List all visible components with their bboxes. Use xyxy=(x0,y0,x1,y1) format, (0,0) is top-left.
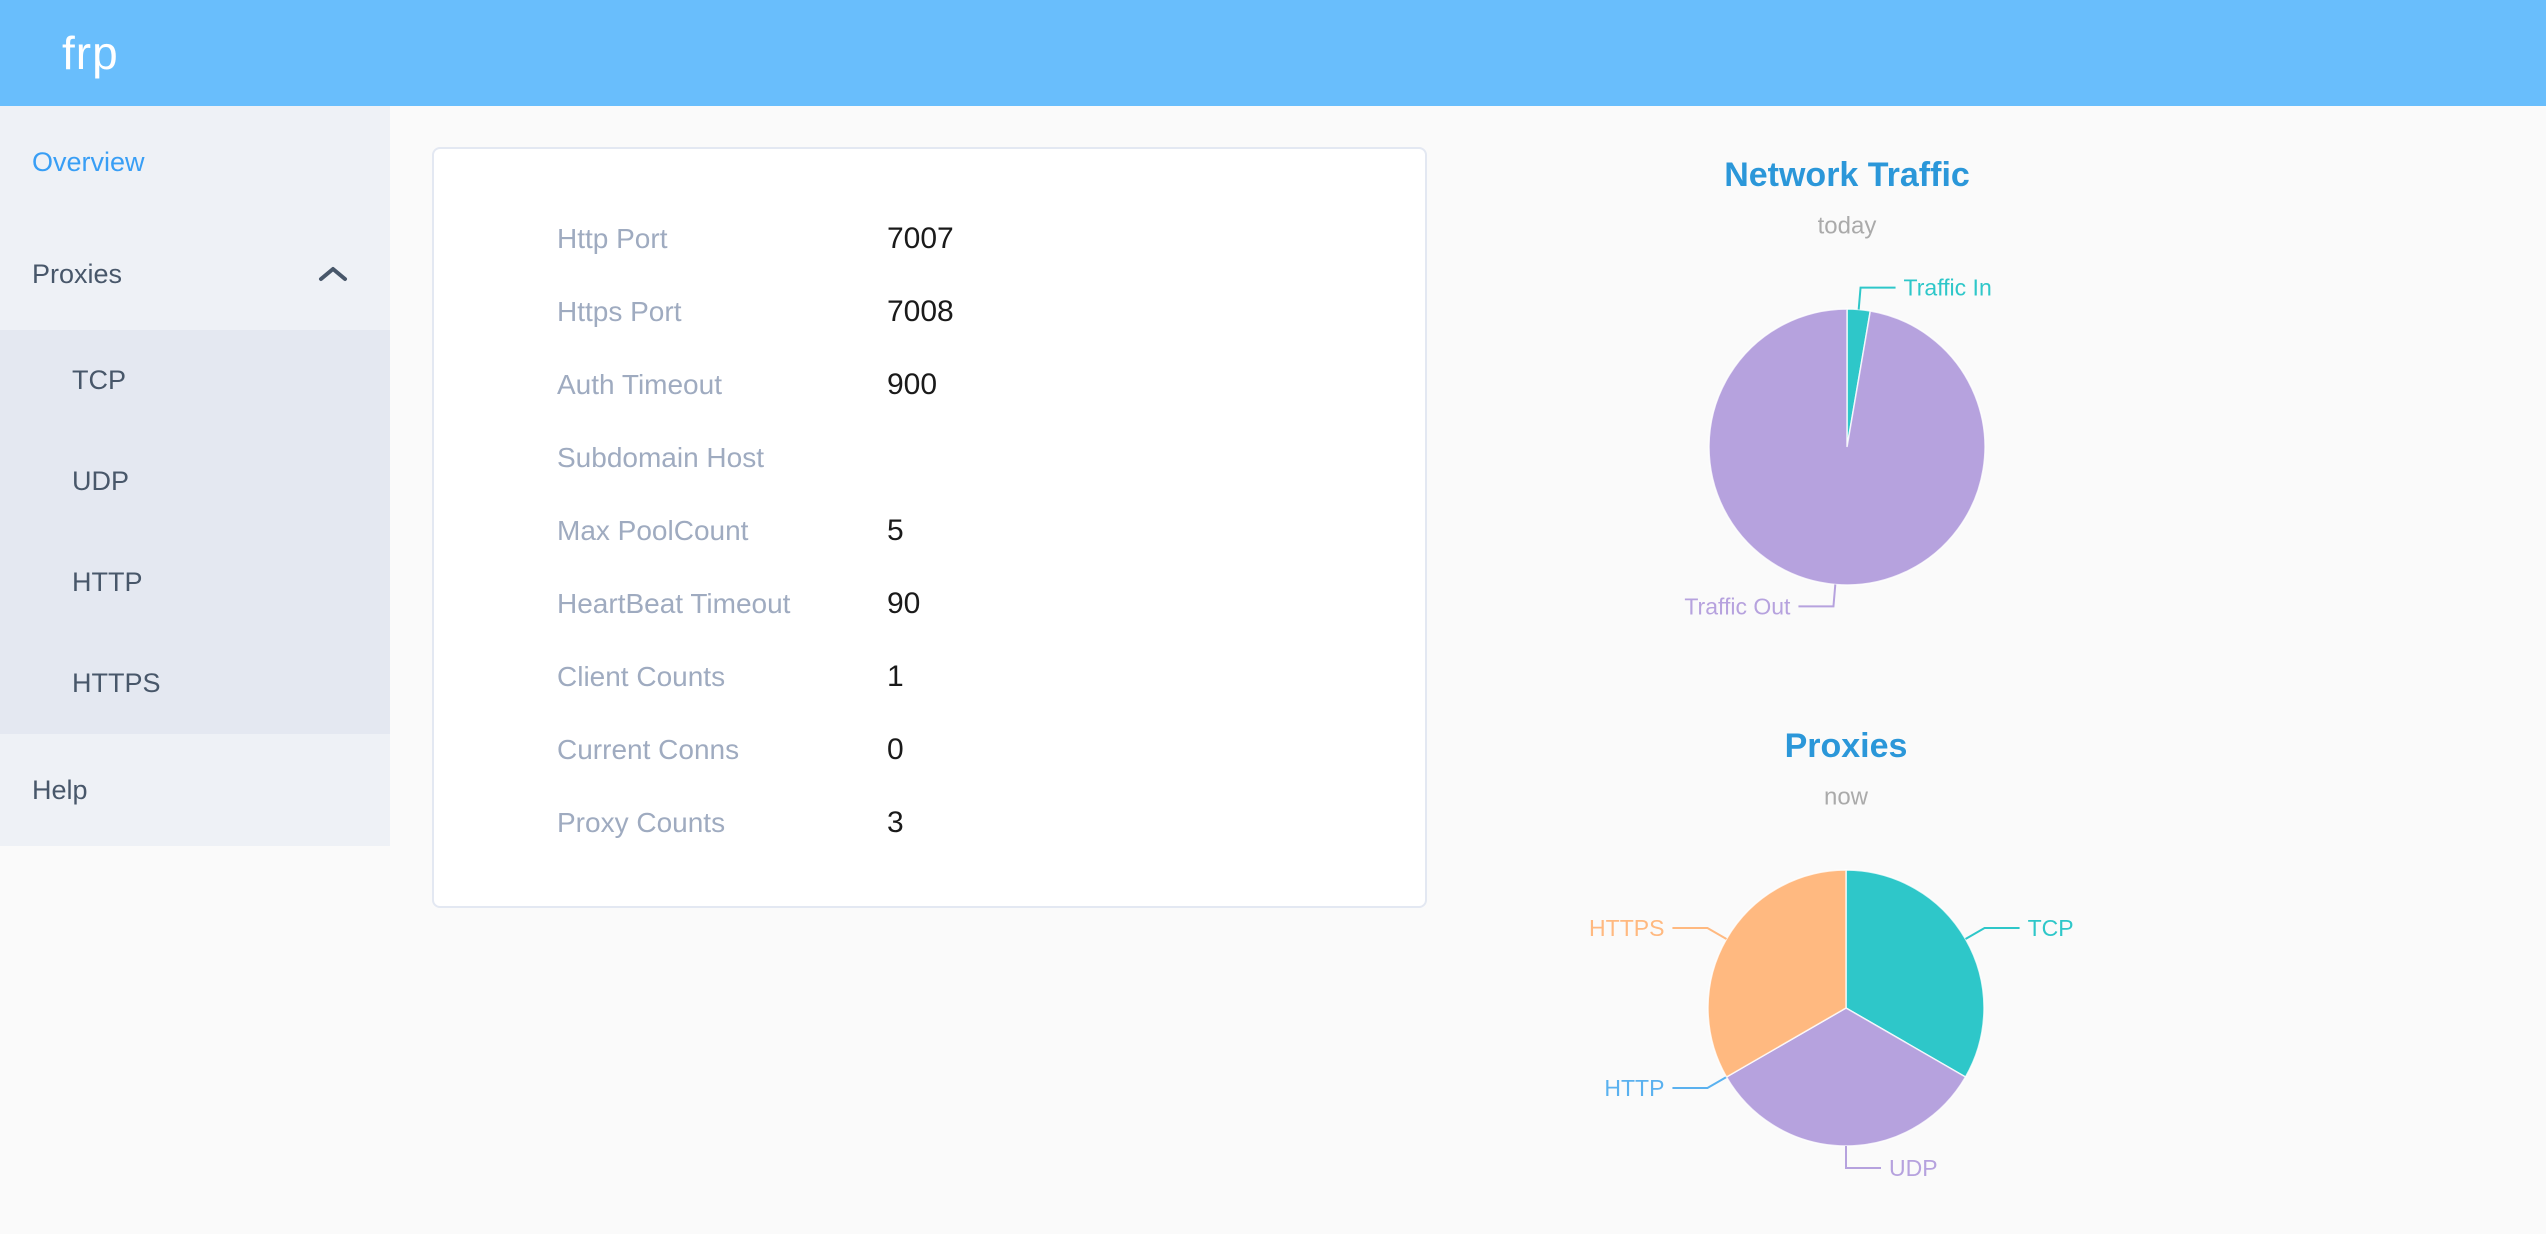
pie-slice-tcp[interactable] xyxy=(1845,869,1985,1079)
pie-label-http: HTTP xyxy=(1604,1075,1664,1101)
config-row: HeartBeat Timeout 90 xyxy=(434,567,1425,640)
config-label: Current Conns xyxy=(557,733,740,765)
config-value: 1 xyxy=(887,659,904,693)
config-value: 900 xyxy=(887,367,938,401)
sidebar-item-overview[interactable]: Overview xyxy=(0,106,390,218)
sidebar-item-https-label: HTTPS xyxy=(72,668,161,698)
pie-slice-traffic-out[interactable] xyxy=(1708,308,1986,586)
config-label: HeartBeat Timeout xyxy=(557,587,791,619)
config-row: Subdomain Host xyxy=(434,421,1425,494)
config-value: 5 xyxy=(887,513,904,547)
pie-slice-https[interactable] xyxy=(1707,869,1847,1079)
pie-label-traffic-out: Traffic Out xyxy=(1684,593,1791,619)
config-value: 7008 xyxy=(887,294,954,328)
config-value: 0 xyxy=(887,732,904,766)
sidebar-item-https[interactable]: HTTPS xyxy=(0,633,390,734)
sidebar-item-udp-label: UDP xyxy=(72,466,130,496)
config-row: Http Port 7007 xyxy=(434,202,1425,275)
config-label: Proxy Counts xyxy=(557,806,726,838)
pie-chart-network-traffic-subtitle: today xyxy=(1818,213,1877,240)
sidebar-item-tcp[interactable]: TCP xyxy=(0,330,390,431)
sidebar-menu: Overview Proxies TCP UDP HTTP HTTPS Help xyxy=(0,106,390,846)
pie-label-https: HTTPS xyxy=(1589,915,1664,941)
pie-slice-udp[interactable] xyxy=(1725,1007,1967,1147)
config-row: Https Port 7008 xyxy=(434,275,1425,348)
pie-label-line-traffic-in xyxy=(1857,286,1896,310)
config-row: Auth Timeout 900 xyxy=(434,348,1425,421)
config-label: Auth Timeout xyxy=(557,368,722,400)
sidebar-item-help[interactable]: Help xyxy=(0,734,390,846)
sidebar-item-proxies-label: Proxies xyxy=(32,258,123,289)
config-row: Max PoolCount 5 xyxy=(434,494,1425,567)
pie-chart-proxies-title: Proxies xyxy=(1785,727,1908,765)
pie-label-traffic-in: Traffic In xyxy=(1904,275,1992,301)
pie-chart-proxies-subtitle: now xyxy=(1824,784,1869,811)
sidebar-item-http-label: HTTP xyxy=(72,567,143,597)
proxies-submenu: TCP UDP HTTP HTTPS xyxy=(0,330,390,734)
config-value: 3 xyxy=(887,805,904,839)
sidebar-item-help-label: Help xyxy=(32,774,88,805)
pie-label-line-http xyxy=(1672,1076,1727,1089)
server-config-card: Http Port 7007 Https Port 7008 Auth Time… xyxy=(432,147,1427,908)
app-logo: frp xyxy=(62,27,119,79)
charts-panel: Network Traffic today Traffic In Traffic Ou… xyxy=(1589,156,2074,1181)
sidebar-item-tcp-label: TCP xyxy=(72,365,126,395)
chevron-up-icon xyxy=(319,267,347,281)
sidebar-item-proxies[interactable]: Proxies xyxy=(0,218,390,330)
sidebar-item-udp[interactable]: UDP xyxy=(0,431,390,532)
app-header: frp xyxy=(0,0,2546,106)
config-label: Client Counts xyxy=(557,660,726,692)
config-label: Subdomain Host xyxy=(557,441,765,473)
config-value: 90 xyxy=(887,586,921,620)
config-label: Https Port xyxy=(557,295,682,327)
pie-chart-network-traffic-title: Network Traffic xyxy=(1724,156,1970,194)
config-value: 7007 xyxy=(887,221,954,255)
pie-label-line-udp xyxy=(1845,1146,1881,1169)
pie-label-line-traffic-out xyxy=(1798,584,1837,608)
config-row: Client Counts 1 xyxy=(434,640,1425,713)
config-label: Max PoolCount xyxy=(557,514,749,546)
pie-label-tcp: TCP xyxy=(2028,915,2074,941)
pie-label-line-tcp xyxy=(1965,927,2020,940)
config-row: Proxy Counts 3 xyxy=(434,786,1425,859)
sidebar-item-http[interactable]: HTTP xyxy=(0,532,390,633)
pie-label-line-https xyxy=(1672,927,1727,940)
pie-label-udp: UDP xyxy=(1889,1155,1938,1181)
config-label: Http Port xyxy=(557,222,668,254)
config-row: Current Conns 0 xyxy=(434,713,1425,786)
sidebar-item-overview-label: Overview xyxy=(32,146,145,177)
